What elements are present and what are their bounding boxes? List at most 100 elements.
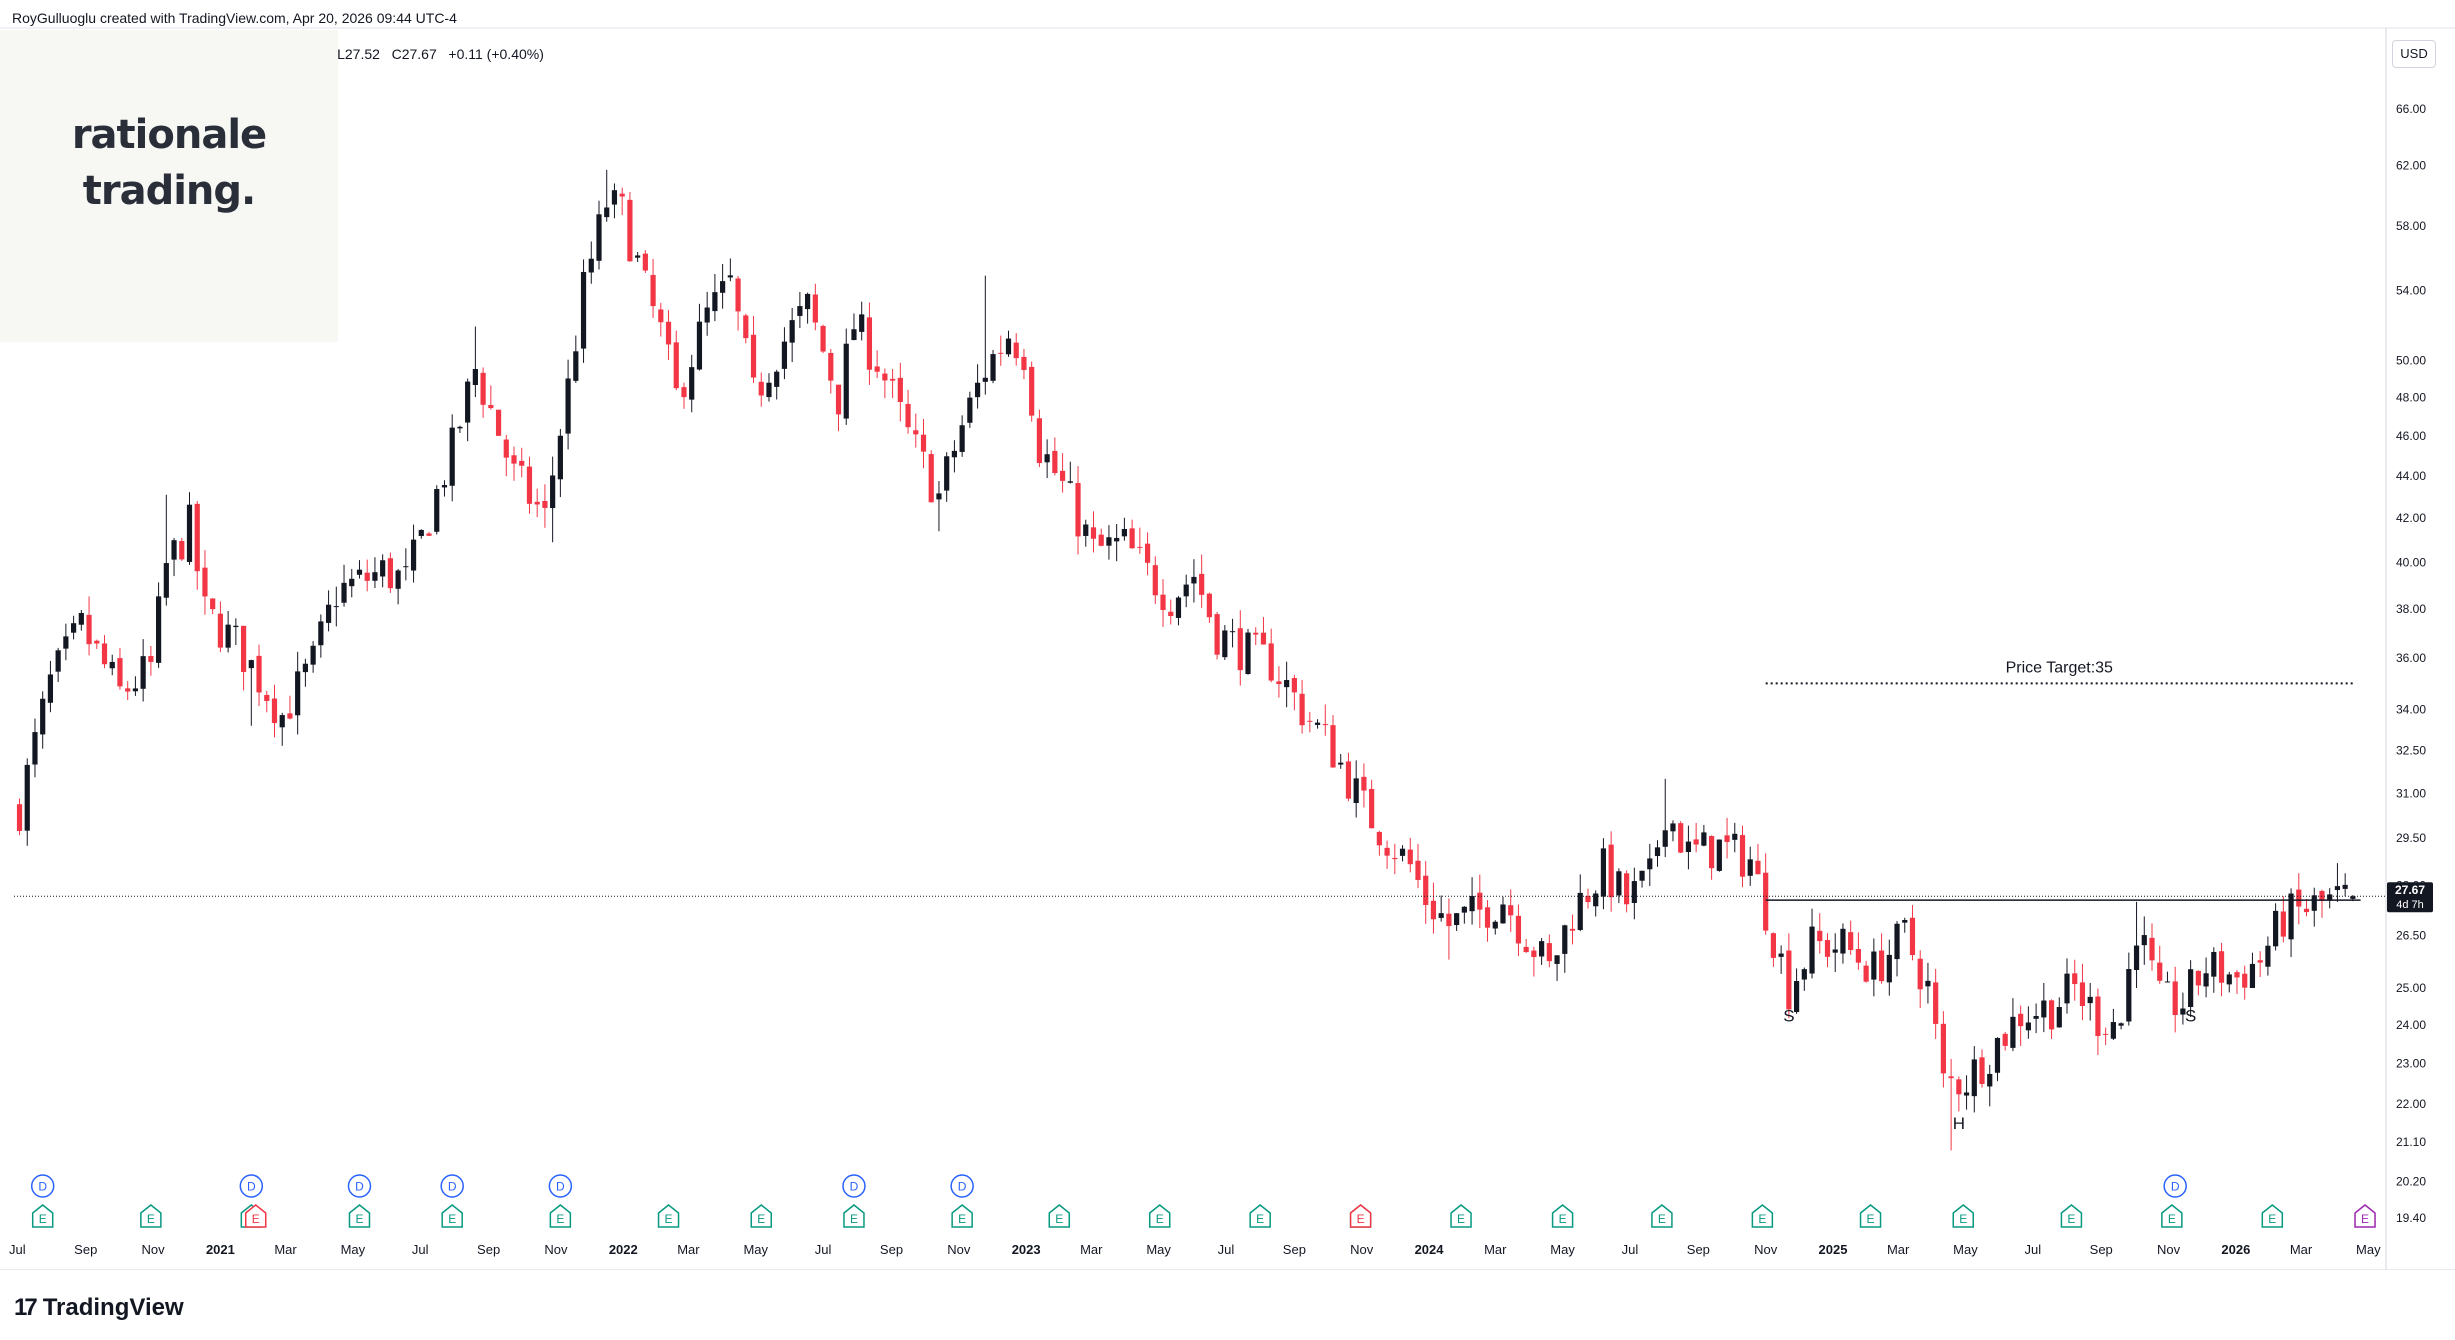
- candle-body: [1770, 933, 1777, 958]
- candle-body: [140, 656, 146, 689]
- candle-body: [611, 190, 618, 205]
- earnings-icon[interactable]: [951, 1204, 973, 1228]
- dividend-icon[interactable]: [2163, 1174, 2187, 1198]
- currency-button[interactable]: USD: [2392, 40, 2436, 68]
- x-tick-label: Nov: [544, 1242, 568, 1257]
- dividend-icon[interactable]: [440, 1174, 464, 1198]
- earnings-icon[interactable]: [657, 1204, 680, 1228]
- earnings-icon[interactable]: [1859, 1204, 1882, 1228]
- dividend-icon[interactable]: [347, 1174, 372, 1198]
- earnings-icon[interactable]: [549, 1204, 572, 1228]
- candle-body: [287, 713, 293, 719]
- earnings-icon[interactable]: [1952, 1204, 1975, 1228]
- candle-body: [1144, 543, 1151, 563]
- earnings-icon[interactable]: [1751, 1204, 1774, 1228]
- candle-body: [1832, 949, 1838, 953]
- candle-body: [774, 371, 780, 387]
- y-tick-label: 32.50: [2396, 744, 2426, 758]
- earnings-icon[interactable]: [1450, 1204, 1472, 1228]
- candle-body: [743, 315, 749, 339]
- tradingview-logo[interactable]: 17 TradingView: [14, 1294, 184, 1322]
- candle-body: [341, 582, 347, 603]
- candle-body: [1083, 524, 1089, 536]
- price-target-label: Price Target:35: [2006, 659, 2113, 676]
- candle-body: [434, 489, 440, 532]
- candle-body: [1484, 907, 1491, 928]
- earnings-icon[interactable]: [1551, 1204, 1574, 1228]
- x-tick-label: Jul: [1622, 1242, 1639, 1257]
- earnings-icon[interactable]: [843, 1204, 865, 1228]
- candle-body: [217, 613, 224, 648]
- candle-body: [913, 430, 919, 435]
- earnings-miss-icon[interactable]: [1349, 1204, 1372, 1228]
- candle-body: [1531, 950, 1537, 958]
- candle-body: [1554, 955, 1560, 964]
- earnings-icon[interactable]: [750, 1204, 773, 1228]
- earnings-icon[interactable]: [1651, 1204, 1673, 1228]
- earnings-icon[interactable]: [2161, 1204, 2183, 1228]
- candle-body: [465, 381, 471, 423]
- candle-body: [928, 454, 934, 503]
- earnings-icon[interactable]: [441, 1204, 463, 1228]
- candle-body: [2118, 1023, 2124, 1026]
- candle-body: [449, 427, 455, 486]
- earnings-icon[interactable]: [348, 1204, 371, 1228]
- earnings-icon[interactable]: [1048, 1204, 1071, 1228]
- earnings-icon[interactable]: [1148, 1204, 1171, 1228]
- candle-body: [2288, 893, 2294, 940]
- y-tick-label: 50.00: [2396, 353, 2426, 367]
- candle-body: [1739, 835, 1746, 877]
- candle-body: [186, 504, 193, 562]
- candle-body: [1778, 953, 1784, 957]
- earnings-icon[interactable]: [2261, 1204, 2284, 1228]
- candle-body: [1863, 965, 1869, 982]
- candle-body: [2079, 982, 2086, 1007]
- earnings-icon[interactable]: [1249, 1204, 1271, 1228]
- candle-body: [1345, 761, 1352, 799]
- price-chart[interactable]: 66.00 62.00 58.00 54.00 50.00 48.00 46.00 44.00…: [0, 0, 2455, 1270]
- candle-body: [542, 500, 548, 508]
- x-tick-label: Sep: [880, 1242, 903, 1257]
- candle-body: [673, 342, 679, 389]
- dividend-icon[interactable]: [548, 1174, 573, 1198]
- candle-body: [1029, 366, 1035, 416]
- x-tick-label: Jul: [815, 1242, 832, 1257]
- candle-body: [1909, 917, 1916, 956]
- candle-body: [2010, 1016, 2016, 1048]
- candle-body: [2018, 1013, 2024, 1027]
- candle-body: [990, 354, 996, 381]
- logo-line-2: trading.: [82, 168, 257, 214]
- x-tick-label: Jul: [9, 1242, 26, 1257]
- candle-body: [2164, 981, 2171, 983]
- x-tick-label: 2022: [609, 1242, 638, 1257]
- candle-body: [1446, 913, 1452, 927]
- candle-body: [890, 378, 896, 381]
- candle-body: [1237, 628, 1243, 671]
- earnings-icon[interactable]: [2060, 1204, 2083, 1228]
- candle-body: [580, 271, 587, 349]
- y-tick-label: 44.00: [2396, 469, 2426, 483]
- candle-body: [132, 688, 139, 692]
- candle-body: [1855, 949, 1861, 963]
- dividend-icon[interactable]: [239, 1174, 264, 1198]
- candle-body: [256, 655, 262, 693]
- candle-body: [1183, 584, 1189, 597]
- candle-body: [1817, 930, 1823, 942]
- candle-body: [2273, 910, 2279, 947]
- dividend-icon[interactable]: [30, 1174, 55, 1198]
- candle-body: [78, 613, 84, 625]
- earnings-miss-icon[interactable]: [244, 1204, 267, 1228]
- candle-body: [727, 275, 733, 278]
- candle-body: [851, 329, 857, 341]
- candle-body: [387, 558, 393, 589]
- y-tick-label: 34.00: [2396, 703, 2426, 717]
- candle-body: [202, 567, 208, 597]
- candle-body: [40, 698, 46, 735]
- dividend-icon[interactable]: [950, 1174, 974, 1198]
- earnings-icon[interactable]: [31, 1204, 54, 1228]
- earnings-icon[interactable]: [140, 1204, 162, 1228]
- dividend-icon[interactable]: [842, 1174, 866, 1198]
- earnings-upcoming-icon[interactable]: [2354, 1204, 2376, 1228]
- candle-body: [1454, 913, 1460, 926]
- candle-body: [1631, 881, 1637, 903]
